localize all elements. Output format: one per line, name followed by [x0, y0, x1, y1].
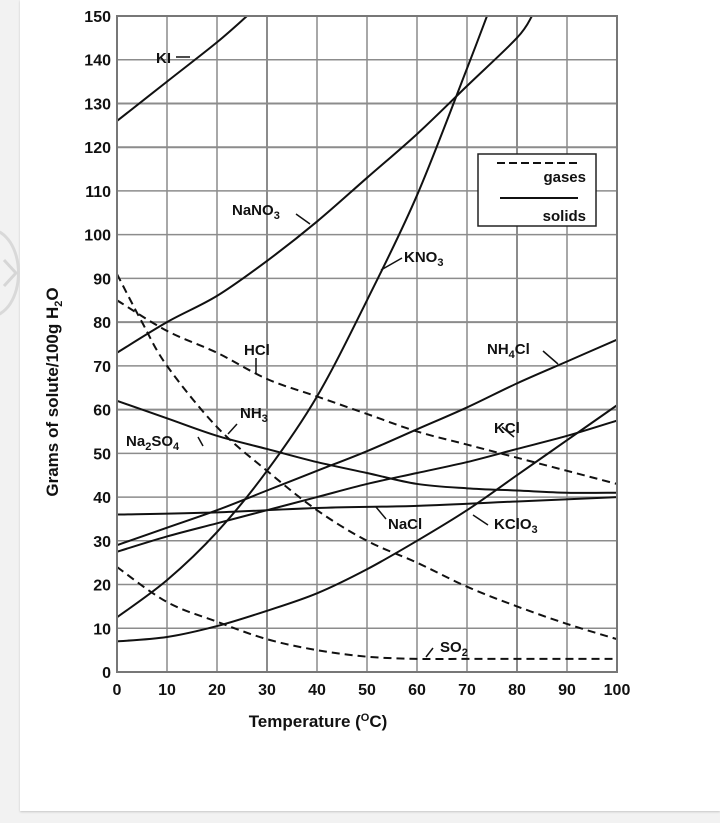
x-tick-labels: 0 10 20 30 40 50 60 70 80 90 100 [113, 682, 631, 699]
x-tick-label: 60 [408, 682, 426, 699]
curve-label-so2: SO2 [440, 639, 468, 659]
leader-line [425, 647, 434, 658]
label-text: KNO [404, 249, 438, 266]
legend-solids-label: solids [543, 208, 586, 225]
curve-so2 [117, 566, 617, 661]
curve-hcl [117, 299, 617, 485]
label-subscript: 3 [274, 210, 280, 222]
chevron-left-icon [2, 258, 18, 288]
solubility-chart: 0 10 20 30 40 50 60 70 80 90 100 110 120 130 140 150 0 1… [43, 9, 631, 731]
curve-label-kcl: KCl [494, 420, 520, 437]
label-text: KCl [494, 420, 520, 437]
curve-label-nh3: NH3 [240, 405, 268, 425]
curve-kno3 [117, 16, 488, 619]
leader-line [501, 426, 515, 438]
y-tick-label: 70 [93, 359, 111, 376]
y-tick-label: 150 [84, 9, 111, 26]
x-tick-label: 30 [258, 682, 276, 699]
curve-label-na2so4: Na2SO4 [126, 433, 180, 453]
y-tick-label: 50 [93, 446, 111, 463]
curve-nh3 [117, 273, 617, 641]
x-tick-label: 20 [208, 682, 226, 699]
grid [116, 15, 618, 673]
curves [117, 16, 617, 661]
label-text: NaNO [232, 202, 274, 219]
label-text: NH [487, 341, 509, 358]
leader-line [542, 350, 559, 365]
x-tick-label: 100 [604, 682, 631, 699]
label-text: NaCl [388, 516, 422, 533]
label-text: HCl [244, 342, 270, 359]
y-tick-label: 130 [84, 96, 111, 113]
leader-line [227, 423, 238, 435]
curve-label-nacl: NaCl [388, 516, 422, 533]
curve-label-hcl: HCl [244, 342, 270, 359]
leader-line [197, 436, 204, 447]
curve-label-nh4cl: NH4Cl [487, 341, 530, 361]
label-subscript: 3 [532, 524, 538, 536]
x-tick-label: 10 [158, 682, 176, 699]
y-tick-label: 30 [93, 534, 111, 551]
curve-nh4cl [117, 338, 617, 547]
y-tick-label: 120 [84, 140, 111, 157]
curve-ki [117, 16, 248, 122]
curve-na2so4 [117, 399, 617, 494]
label-subscript: 4 [173, 441, 180, 453]
curve-nacl [117, 496, 617, 516]
y-tick-label: 40 [93, 490, 111, 507]
y-tick-labels: 0 10 20 30 40 50 60 70 80 90 100 110 120 130 140 150 [84, 9, 111, 682]
curve-label-kclo3: KClO3 [494, 516, 538, 536]
curve-kclo3 [117, 404, 617, 643]
legend-gases-label: gases [543, 169, 586, 186]
label-subscript: 2 [145, 441, 151, 453]
legend: gases solids [477, 153, 597, 227]
label-subscript: 3 [437, 257, 443, 269]
label-text: NH [240, 405, 262, 422]
curve-label-kno3: KNO3 [404, 249, 443, 269]
x-tick-label: 90 [558, 682, 576, 699]
content-card: 0 10 20 30 40 50 60 70 80 90 100 110 120 130 140 150 0 1… [20, 0, 720, 811]
label-subscript: 2 [462, 647, 468, 659]
y-tick-label: 10 [93, 621, 111, 638]
y-tick-label: 0 [102, 665, 111, 682]
y-axis-title: Grams of solute/100g H2O [43, 287, 65, 496]
x-tick-label: 50 [358, 682, 376, 699]
legend-box [477, 153, 597, 227]
x-tick-label: 70 [458, 682, 476, 699]
x-tick-label: 0 [113, 682, 122, 699]
y-tick-label: 80 [93, 315, 111, 332]
plot-frame [116, 15, 618, 673]
label-text: SO [151, 433, 173, 450]
y-tick-label: 20 [93, 578, 111, 595]
x-axis-title: Temperature (OC) [249, 712, 388, 731]
label-text: KClO [494, 516, 532, 533]
y-tick-label: 90 [93, 271, 111, 288]
y-tick-label: 110 [85, 184, 111, 201]
y-tick-label: 100 [84, 228, 111, 245]
leader-line [380, 257, 403, 271]
x-tick-label: 80 [508, 682, 526, 699]
label-text: KI [156, 50, 171, 67]
curve-label-ki: KI [156, 50, 171, 67]
label-subscript: 4 [509, 349, 516, 361]
y-tick-label: 140 [84, 53, 111, 70]
curve-kcl [117, 419, 617, 553]
y-tick-label: 60 [93, 403, 111, 420]
curve-nano3 [117, 16, 533, 354]
label-text: Cl [515, 341, 530, 358]
label-text: SO [440, 639, 462, 656]
curve-label-nano3: NaNO3 [232, 202, 280, 222]
label-subscript: 3 [262, 413, 268, 425]
leader-line [472, 514, 489, 526]
x-tick-label: 40 [308, 682, 326, 699]
leader-line [295, 213, 311, 225]
leader-line [375, 506, 387, 520]
label-text: Na [126, 433, 146, 450]
